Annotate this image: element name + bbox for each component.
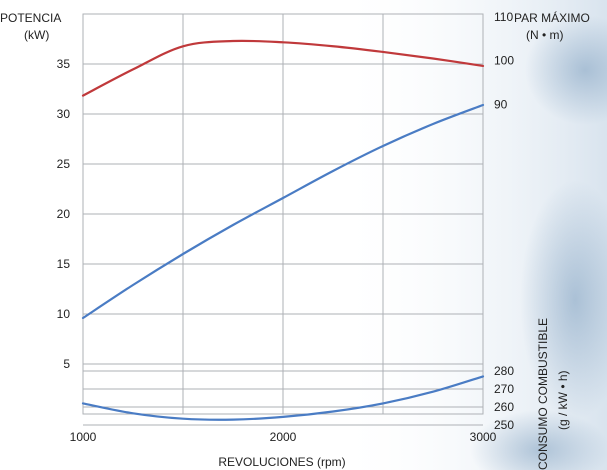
consumption-tick-label: 270 [494, 382, 514, 396]
torque-tick-label: 100 [494, 54, 514, 68]
torque-axis-title-line1: PAR MÁXIMO [514, 10, 590, 25]
x-axis-title: REVOLUCIONES (rpm) [218, 455, 345, 469]
power-tick-label: 5 [63, 357, 70, 371]
power-axis-title-line1: POTENCIA [0, 11, 61, 25]
torque-axis-title-line2: (N • m) [526, 28, 564, 42]
power-curve [81, 103, 485, 320]
x-tick-label: 1000 [70, 430, 97, 444]
grid [82, 13, 484, 426]
consumption-curve [81, 375, 485, 421]
torque-tick-label: 90 [494, 97, 508, 111]
power-tick-label: 20 [57, 207, 71, 221]
consumption-axis-title-line1: CONSUMO COMBUSTIBLE [536, 318, 550, 470]
consumption-tick-label: 250 [494, 418, 514, 432]
power-tick-label: 25 [57, 157, 71, 171]
power-tick-label: 10 [57, 307, 71, 321]
x-tick-label: 2000 [270, 430, 297, 444]
consumption-axis-title-line2: (g / kW • h) [556, 370, 570, 430]
power-tick-label: 15 [57, 257, 71, 271]
torque-curve [81, 39, 485, 97]
power-axis-title-line2: (kW) [24, 28, 49, 42]
series-group [81, 39, 485, 421]
x-tick-label: 3000 [470, 430, 497, 444]
consumption-tick-label: 280 [494, 364, 514, 378]
axes: 5 10 15 20 25 30 35 90 100 110 250 260 270 280 1000 200… [57, 10, 515, 444]
consumption-tick-label: 260 [494, 400, 514, 414]
power-tick-label: 35 [57, 57, 71, 71]
torque-tick-label: 110 [494, 10, 513, 24]
power-tick-label: 30 [57, 107, 71, 121]
